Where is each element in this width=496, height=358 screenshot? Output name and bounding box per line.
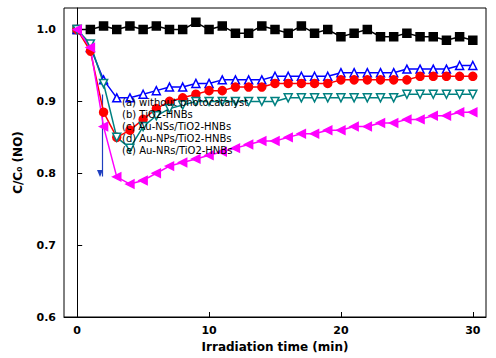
svg-text:20: 20 xyxy=(333,324,349,337)
svg-text:(c) Au-NSs/TiO2-HNBs: (c) Au-NSs/TiO2-HNBs xyxy=(122,121,231,132)
svg-text:Irradiation time (min): Irradiation time (min) xyxy=(202,340,349,354)
svg-text:0.6: 0.6 xyxy=(37,311,57,324)
svg-text:(b) TiO2-HNBs: (b) TiO2-HNBs xyxy=(122,109,193,120)
svg-text:30: 30 xyxy=(465,324,481,337)
svg-text:0.7: 0.7 xyxy=(37,239,57,252)
svg-text:0: 0 xyxy=(73,324,81,337)
svg-text:(e) Au-NRs/TiO2-HNBs: (e) Au-NRs/TiO2-HNBs xyxy=(122,145,232,156)
svg-text:10: 10 xyxy=(201,324,217,337)
svg-text:0.9: 0.9 xyxy=(37,95,57,108)
svg-text:C/C₀ (NO): C/C₀ (NO) xyxy=(11,131,25,194)
svg-text:1.0: 1.0 xyxy=(37,23,57,36)
svg-text:(a) without photocatalyst: (a) without photocatalyst xyxy=(122,97,248,108)
svg-text:(d) Au-NPs/TiO2-HNBs: (d) Au-NPs/TiO2-HNBs xyxy=(122,133,232,144)
svg-text:0.8: 0.8 xyxy=(37,167,57,180)
